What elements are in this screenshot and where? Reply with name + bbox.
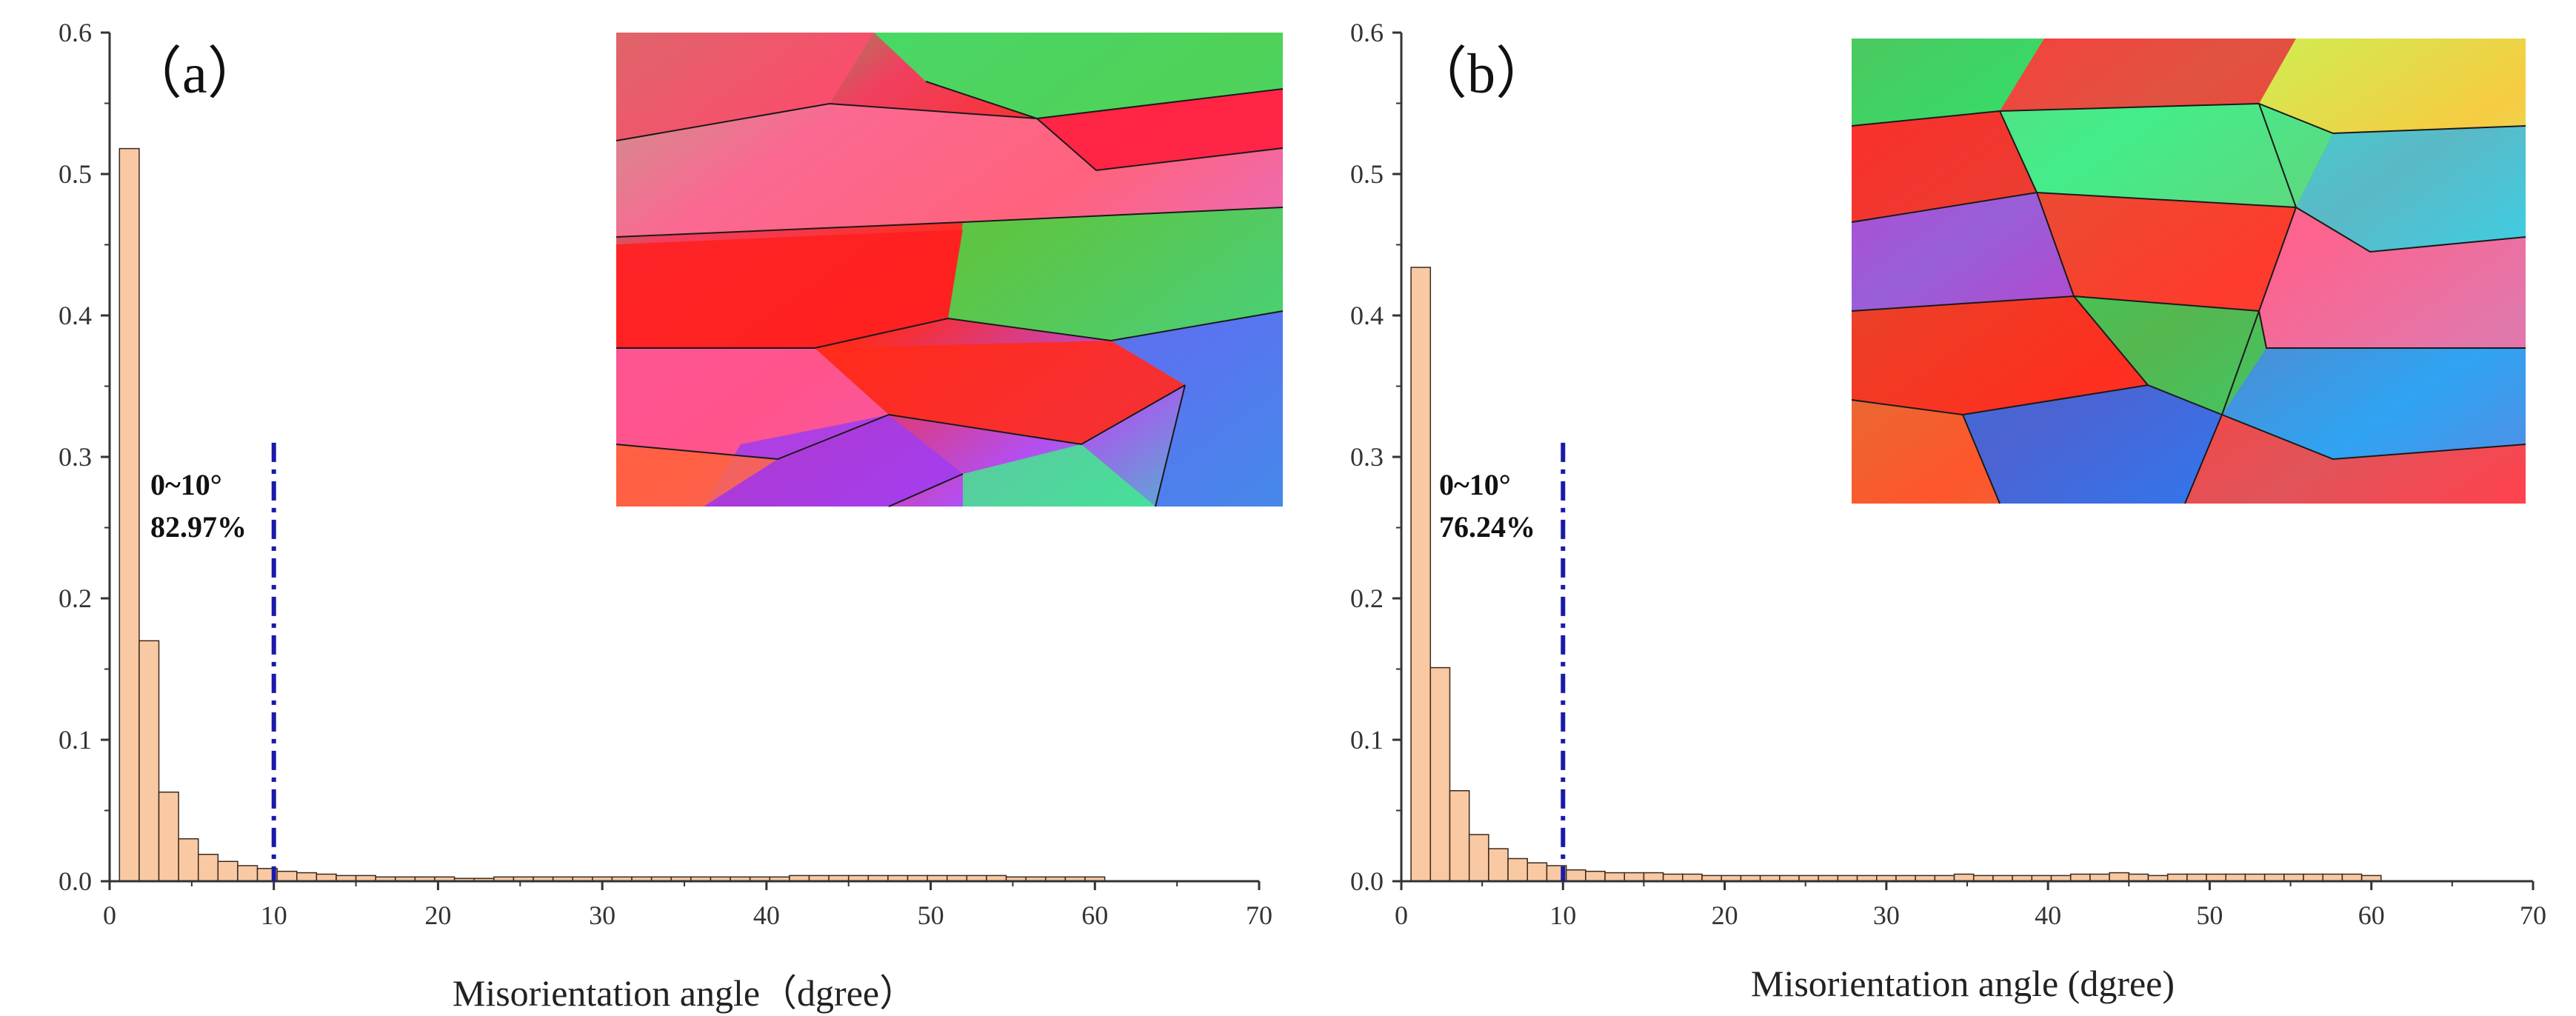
x-tick-label-b-6: 60 bbox=[2358, 900, 2385, 930]
ebsd-inset-b bbox=[1851, 39, 2526, 504]
x-tick-label-a-0: 0 bbox=[103, 900, 116, 930]
bar-a-1 bbox=[139, 640, 160, 882]
bar-b-3 bbox=[1468, 834, 1489, 882]
bar-b-9 bbox=[1585, 870, 1606, 882]
y-tick-label-a-0: 0.0 bbox=[59, 866, 92, 896]
y-tick-label-b-2: 0.2 bbox=[1350, 584, 1384, 613]
annotation-range-b: 0~10° bbox=[1439, 468, 1511, 501]
x-axis-title-a: Misorientation angle（dgree） bbox=[453, 972, 916, 1014]
bar-a-4 bbox=[197, 853, 219, 882]
annotation-range-a: 0~10° bbox=[150, 468, 222, 501]
bar-b-0 bbox=[1410, 267, 1432, 882]
y-tick-label-b-6: 0.6 bbox=[1350, 18, 1384, 47]
y-tick-label-b-4: 0.4 bbox=[1350, 301, 1384, 330]
bar-b-4 bbox=[1488, 848, 1509, 882]
x-tick-label-a-4: 40 bbox=[753, 900, 780, 930]
bar-a-3 bbox=[178, 838, 199, 882]
bar-a-6 bbox=[237, 865, 258, 882]
bar-b-8 bbox=[1565, 869, 1586, 882]
x-tick-label-a-2: 20 bbox=[424, 900, 451, 930]
x-tick-label-a-5: 50 bbox=[918, 900, 944, 930]
x-tick-label-b-5: 50 bbox=[2196, 900, 2223, 930]
bar-a-9 bbox=[296, 872, 318, 882]
x-tick-label-b-3: 30 bbox=[1873, 900, 1900, 930]
y-tick-label-b-5: 0.5 bbox=[1350, 159, 1384, 189]
x-tick-label-b-7: 70 bbox=[2520, 900, 2546, 930]
y-tick-label-b-3: 0.3 bbox=[1350, 442, 1384, 472]
x-tick-label-b-1: 10 bbox=[1549, 900, 1576, 930]
bar-series-a bbox=[119, 147, 1106, 882]
bar-b-12 bbox=[1643, 872, 1664, 882]
panel-a: 0 10 20 30 40 50 60 70 0.0 0.1 0.2 0.3 0.4 0.5 0.6 0~1… bbox=[59, 18, 1284, 1014]
x-tick-label-b-0: 0 bbox=[1395, 900, 1408, 930]
y-tick-label-a-6: 0.6 bbox=[59, 18, 92, 47]
x-axis-title-b: Misorientation angle (dgree) bbox=[1751, 963, 2175, 1004]
bar-b-36 bbox=[2109, 872, 2130, 882]
bar-b-5 bbox=[1507, 858, 1529, 882]
bar-a-0 bbox=[119, 147, 140, 882]
ebsd-inset-a bbox=[615, 33, 1284, 507]
panel-label-a: （a） bbox=[126, 43, 264, 105]
panel-label-b: （b） bbox=[1411, 43, 1552, 105]
x-tick-label-a-6: 60 bbox=[1081, 900, 1108, 930]
panel-b: 0 10 20 30 40 50 60 70 0.0 0.1 0.2 0.3 0.4 0.5 0.6 0~1… bbox=[1350, 18, 2546, 1004]
bar-b-11 bbox=[1624, 872, 1645, 882]
bar-b-10 bbox=[1604, 872, 1625, 882]
bar-b-6 bbox=[1526, 862, 1548, 882]
bar-a-8 bbox=[276, 870, 298, 882]
bar-b-1 bbox=[1429, 666, 1451, 882]
annotation-percent-b: 76.24% bbox=[1439, 510, 1535, 544]
x-tick-label-a-3: 30 bbox=[589, 900, 615, 930]
y-tick-label-a-3: 0.3 bbox=[59, 442, 92, 472]
y-tick-label-a-5: 0.5 bbox=[59, 159, 92, 189]
bar-b-2 bbox=[1449, 790, 1470, 882]
y-tick-label-a-4: 0.4 bbox=[59, 301, 92, 330]
x-tick-label-b-2: 20 bbox=[1712, 900, 1738, 930]
y-tick-label-b-0: 0.0 bbox=[1350, 866, 1384, 896]
annotation-percent-a: 82.97% bbox=[150, 510, 247, 544]
x-tick-label-b-4: 40 bbox=[2035, 900, 2061, 930]
x-tick-label-a-1: 10 bbox=[261, 900, 287, 930]
y-tick-label-b-1: 0.1 bbox=[1350, 725, 1384, 755]
bar-series-b bbox=[1410, 267, 2382, 882]
ticks-b: 0 10 20 30 40 50 60 70 0.0 0.1 0.2 0.3 0.4 0.5 0.6 bbox=[1350, 18, 2546, 930]
x-tick-label-a-7: 70 bbox=[1246, 900, 1272, 930]
y-tick-label-a-1: 0.1 bbox=[59, 725, 92, 755]
bar-a-2 bbox=[158, 791, 179, 882]
bar-a-5 bbox=[217, 860, 238, 882]
ticks-a: 0 10 20 30 40 50 60 70 0.0 0.1 0.2 0.3 0.4 0.5 0.6 bbox=[59, 18, 1272, 930]
y-tick-label-a-2: 0.2 bbox=[59, 584, 92, 613]
